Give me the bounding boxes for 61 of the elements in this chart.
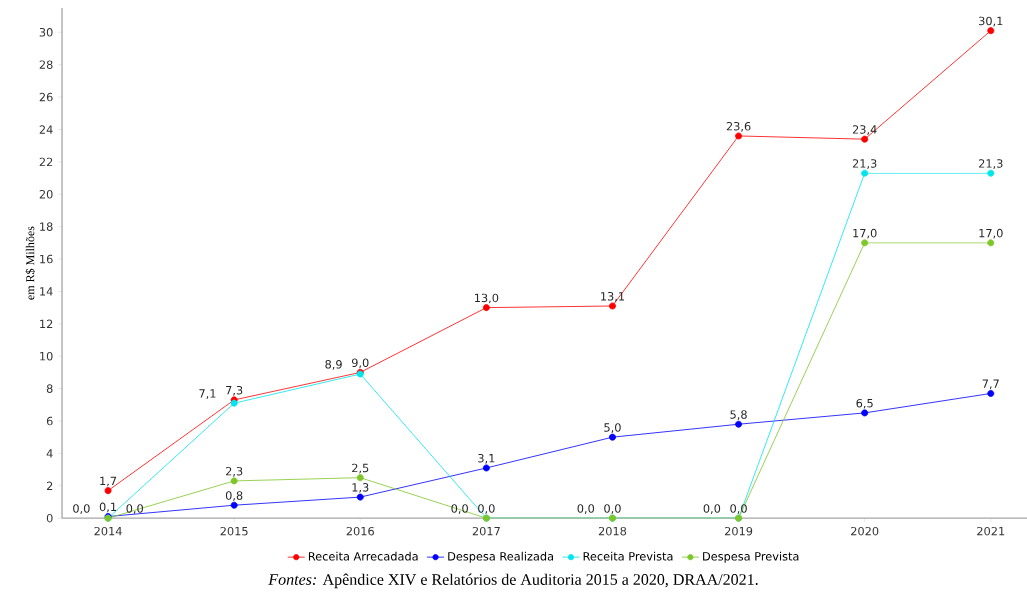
legend-label: Receita Prevista bbox=[583, 551, 673, 561]
y-tick-label: 28 bbox=[39, 60, 53, 69]
data-label: 21,3 bbox=[852, 159, 877, 169]
data-label: 30,1 bbox=[979, 16, 1003, 27]
data-label: 5,8 bbox=[730, 410, 747, 420]
x-tick-label: 2015 bbox=[220, 526, 248, 536]
data-label: 17,0 bbox=[979, 228, 1003, 239]
data-label: 0,0 bbox=[703, 504, 721, 514]
data-label: 23,4 bbox=[852, 125, 877, 135]
y-tick-label: 18 bbox=[40, 222, 53, 231]
legend-label: Despesa Prevista bbox=[703, 551, 799, 563]
y-tick-label: 20 bbox=[39, 189, 53, 199]
data-label: 0,8 bbox=[225, 491, 243, 501]
data-label: 0,0 bbox=[604, 504, 621, 514]
data-label: 0,0 bbox=[451, 504, 468, 514]
y-tick-label: 6 bbox=[46, 416, 53, 426]
legend-label: Despesa Realizada bbox=[448, 551, 554, 563]
text: Fontes: Apêndice XIV e Relatórios de Auditoria 2015 a 2020, DRAA/2021. bbox=[268, 573, 758, 589]
y-tick-label: 8 bbox=[46, 384, 53, 393]
data-label: 8,9 bbox=[325, 359, 342, 370]
y-axis-title: em R$ Milhões bbox=[25, 226, 36, 300]
x-tick-label: 2020 bbox=[851, 526, 879, 536]
y-tick-label: 26 bbox=[39, 92, 53, 102]
x-tick-label: 2019 bbox=[724, 526, 753, 536]
y-tick-label: 16 bbox=[40, 254, 53, 264]
data-label: 1,7 bbox=[100, 476, 117, 487]
data-label: 2,5 bbox=[352, 463, 369, 474]
data-label: 23,6 bbox=[726, 121, 751, 132]
data-label: 0,0 bbox=[577, 504, 595, 514]
x-tick-label: 2018 bbox=[598, 526, 627, 536]
x-tick-label: 2014 bbox=[94, 526, 122, 536]
data-label: 7,7 bbox=[982, 379, 999, 390]
x-tick-label: 2017 bbox=[472, 526, 500, 536]
y-tick-label: 24 bbox=[39, 125, 53, 134]
legend-label: Receita Arrecadada bbox=[308, 551, 418, 561]
y-tick-label: 0 bbox=[46, 513, 53, 523]
data-label: 6,5 bbox=[856, 398, 873, 409]
data-label: 3,1 bbox=[478, 453, 495, 464]
y-tick-label: 22 bbox=[39, 157, 53, 166]
data-label: 13,0 bbox=[475, 293, 499, 304]
y-tick-label: 4 bbox=[46, 449, 53, 458]
data-label: 5,0 bbox=[604, 423, 621, 433]
data-label: 21,3 bbox=[978, 159, 1003, 169]
x-tick-label: 2016 bbox=[346, 526, 374, 536]
y-tick-label: 14 bbox=[40, 287, 53, 296]
y-tick-label: 12 bbox=[40, 319, 53, 328]
data-label: 0,0 bbox=[126, 504, 143, 514]
y-tick-label: 30 bbox=[39, 27, 53, 37]
data-label: 17,0 bbox=[853, 228, 877, 239]
data-label: 0,0 bbox=[478, 504, 495, 514]
data-label: 1,3 bbox=[352, 483, 369, 493]
data-label: 7,1 bbox=[199, 389, 216, 399]
y-tick-label: 2 bbox=[46, 481, 53, 490]
data-label: 0,1 bbox=[99, 502, 117, 513]
data-label: 13,1 bbox=[601, 291, 625, 302]
y-tick-label: 10 bbox=[40, 351, 53, 361]
data-label: 0,0 bbox=[73, 504, 90, 514]
data-label: 7,3 bbox=[226, 385, 243, 396]
data-label: 2,3 bbox=[225, 466, 243, 477]
x-tick-label: 2021 bbox=[977, 526, 1005, 536]
data-label: 9,0 bbox=[351, 358, 369, 369]
